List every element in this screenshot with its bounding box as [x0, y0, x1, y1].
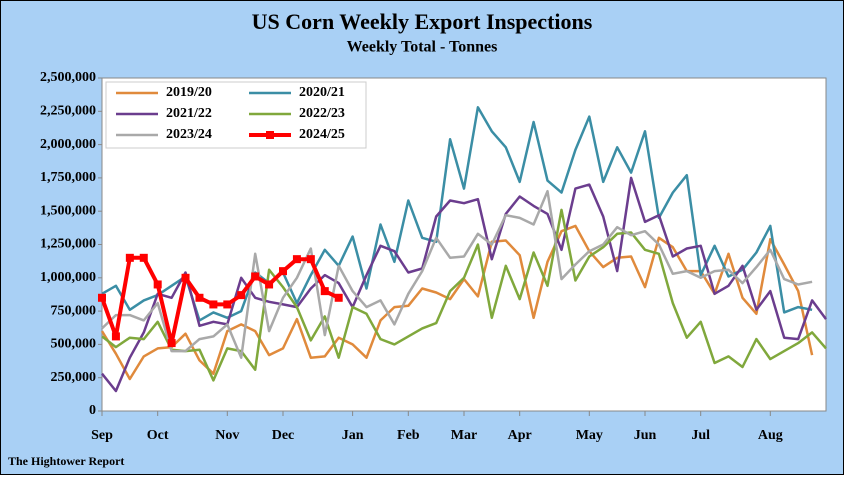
y-tick-label: 0: [89, 403, 96, 418]
y-tick-label: 1,500,000: [40, 203, 96, 218]
x-tick-label: Oct: [147, 428, 169, 443]
series-marker: [181, 273, 190, 282]
x-tick-label: Jul: [691, 428, 710, 443]
series-marker: [125, 253, 134, 262]
series-marker: [237, 291, 246, 300]
chart-title: US Corn Weekly Export Inspections: [252, 9, 593, 34]
x-tick-label: Feb: [397, 428, 420, 443]
series-marker: [320, 287, 329, 296]
x-tick-label: Jan: [342, 428, 364, 443]
x-tick-label: Mar: [451, 428, 477, 443]
legend-label: 2021/22: [166, 106, 212, 121]
series-marker: [111, 332, 120, 341]
series-line: [101, 189, 813, 359]
x-tick-label: Aug: [758, 428, 783, 443]
legend-marker: [266, 131, 274, 139]
series-marker: [167, 339, 176, 348]
y-tick-label: 250,000: [51, 370, 97, 385]
series-marker: [98, 293, 106, 302]
series-marker: [195, 293, 204, 302]
series-marker: [292, 255, 301, 264]
series-marker: [306, 255, 315, 264]
x-tick-label: Apr: [508, 428, 532, 443]
series-marker: [279, 267, 287, 276]
footer: The Hightower Report: [8, 454, 124, 468]
x-tick-label: Dec: [272, 428, 295, 443]
y-tick-label: 1,250,000: [40, 237, 96, 252]
series-line: [101, 176, 828, 393]
series-marker: [265, 280, 274, 289]
series-marker: [209, 300, 218, 309]
legend-label: 2020/21: [299, 85, 345, 100]
y-tick-label: 750,000: [51, 303, 97, 318]
y-tick-label: 500,000: [51, 337, 97, 352]
series-marker: [334, 293, 343, 302]
x-tick-label: May: [576, 428, 603, 443]
legend-label: 2023/24: [166, 127, 212, 142]
series-marker: [153, 280, 162, 289]
series-marker: [223, 300, 232, 309]
series-line: [101, 208, 827, 382]
chart-subtitle: Weekly Total - Tonnes: [347, 39, 498, 56]
y-tick-label: 2,000,000: [40, 137, 96, 152]
y-tick-label: 2,250,000: [40, 104, 96, 119]
x-tick-label: Sep: [91, 428, 113, 443]
legend-label: 2022/23: [299, 106, 345, 121]
y-tick-label: 1,000,000: [40, 270, 96, 285]
series-line: [100, 224, 814, 381]
y-tick-label: 2,500,000: [40, 70, 96, 85]
legend-label: 2019/20: [166, 85, 212, 100]
series-marker: [139, 253, 148, 262]
series-line: [101, 106, 813, 322]
y-tick-label: 1,750,000: [40, 170, 96, 185]
series-marker: [251, 272, 260, 281]
x-tick-label: Jun: [634, 428, 657, 443]
x-tick-label: Nov: [215, 428, 239, 443]
legend-label: 2024/25: [299, 127, 345, 142]
